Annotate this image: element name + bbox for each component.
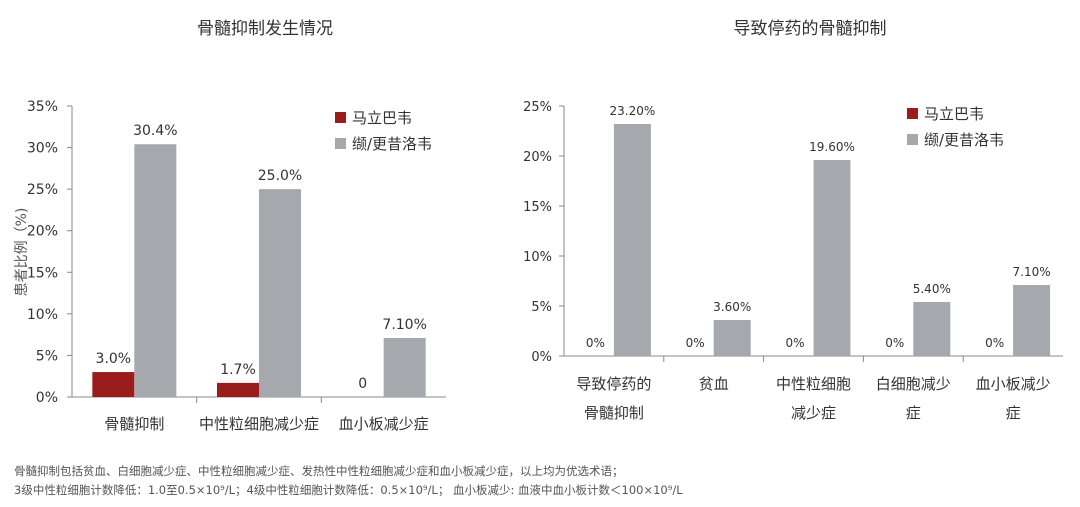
chart1-y-tick-label: 0% — [36, 390, 58, 406]
chart1-title: 骨髓抑制发生情况 — [197, 19, 333, 39]
chart1-data-label: 7.10% — [382, 317, 426, 333]
footnote-grade-criteria: 3级中性粒细胞计数降低：1.0至0.5×10⁹/L；4级中性粒细胞计数降低：0.… — [14, 483, 683, 497]
chart2-y-tick-label: 20% — [523, 150, 552, 165]
chart2-data-label: 0% — [885, 336, 904, 350]
chart2-legend-swatch — [907, 134, 918, 145]
chart2-data-label: 0% — [686, 336, 705, 350]
chart2-data-label: 7.10% — [1013, 265, 1051, 279]
chart2-data-label: 19.60% — [809, 140, 855, 154]
chart2-y-tick-label: 15% — [523, 200, 552, 215]
chart1-bar-val-ganciclovir — [134, 144, 177, 397]
chart1-y-tick-label: 20% — [27, 224, 58, 240]
chart1-data-label: 0 — [358, 376, 367, 392]
chart1-data-label: 25.0% — [258, 168, 302, 184]
chart2-category-label: 白细胞减少 — [876, 375, 951, 393]
chart2-data-label: 3.60% — [713, 300, 751, 314]
charts-canvas: 骨髓抑制发生情况 0% 5% 10% 15% 20% 25% 30% 35% 患者比例（%) 3.0… — [14, 19, 1063, 433]
chart2-data-label: 5.40% — [913, 282, 951, 296]
chart2-bar-val-ganciclovir — [913, 302, 951, 356]
chart2-title: 导致停药的骨髓抑制 — [734, 19, 887, 39]
chart1-bar-maribavir — [217, 382, 259, 397]
chart2-bar-val-ganciclovir — [713, 320, 751, 356]
chart1-data-label: 1.7% — [220, 362, 256, 378]
chart2-data-label: 0% — [586, 336, 605, 350]
chart2-legend-swatch — [907, 108, 918, 119]
chart1-data-label: 30.4% — [133, 123, 177, 139]
chart2-bar-val-ganciclovir — [1013, 285, 1051, 356]
chart1-legend-label: 马立巴韦 — [352, 109, 412, 127]
chart1-category-label: 中性粒细胞减少症 — [199, 415, 319, 433]
chart2-y-tick-label: 0% — [531, 350, 552, 365]
chart2-data-label: 23.20% — [610, 104, 656, 118]
chart2-bar-val-ganciclovir — [813, 160, 851, 356]
chart1-y-axis-title: 患者比例（%) — [14, 208, 30, 297]
chart2-category-label: 血小板减少 — [976, 375, 1051, 393]
chart2-y-tick-label: 5% — [531, 300, 552, 315]
chart2-category-label: 中性粒细胞 — [776, 375, 851, 393]
chart2-data-label: 0% — [985, 336, 1004, 350]
chart2-category-label: 症 — [1006, 404, 1021, 422]
chart2-category-label: 减少症 — [791, 404, 836, 422]
chart1-y-tick-label: 35% — [27, 99, 58, 115]
chart1-bar-val-ganciclovir — [383, 337, 426, 397]
chart2-category-label: 骨髓抑制 — [584, 404, 644, 422]
chart1-category-label: 骨髓抑制 — [104, 415, 164, 433]
chart1-legend-swatch — [335, 112, 346, 123]
footnote-definitions: 骨髓抑制包括贫血、白细胞减少症、中性粒细胞减少症、发热性中性粒细胞减少症和血小板… — [14, 464, 624, 478]
chart2-category-label: 症 — [906, 404, 921, 422]
chart2-bar-val-ganciclovir — [613, 124, 651, 356]
chart1-legend-label: 缬/更昔洛韦 — [352, 135, 432, 153]
chart2-data-label: 0% — [785, 336, 804, 350]
chart2-legend-label: 马立巴韦 — [924, 105, 984, 123]
chart1-y-tick-label: 15% — [27, 265, 58, 281]
chart2-category-label: 贫血 — [699, 375, 729, 393]
chart1-data-label: 3.0% — [96, 351, 132, 367]
chart2-y-tick-label: 10% — [523, 250, 552, 265]
chart1-y-tick-label: 25% — [27, 182, 58, 198]
chart1-y-tick-label: 30% — [27, 141, 58, 157]
chart2-legend-label: 缬/更昔洛韦 — [924, 131, 1004, 149]
chart1-bar-val-ganciclovir — [259, 189, 301, 397]
chart1-y-tick-label: 10% — [27, 307, 58, 323]
chart1-y-tick-label: 5% — [36, 348, 58, 364]
chart1-category-label: 血小板减少症 — [339, 415, 429, 433]
chart1-legend-swatch — [335, 138, 346, 149]
chart1-bar-maribavir — [92, 372, 135, 397]
chart2-y-tick-label: 25% — [523, 100, 552, 115]
chart2-category-label: 导致停药的 — [576, 375, 651, 393]
